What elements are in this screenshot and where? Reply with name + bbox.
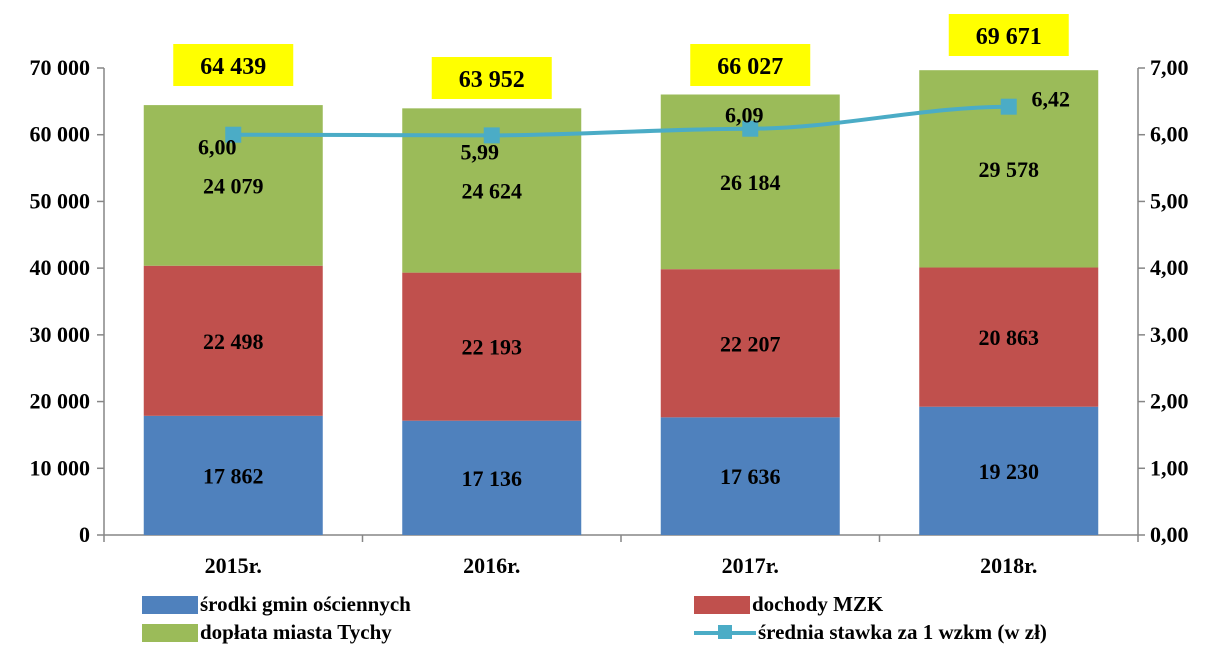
bar-value-label: 19 230: [979, 459, 1040, 484]
line-marker: [225, 126, 242, 143]
y2-tick-label: 3,00: [1150, 322, 1189, 347]
total-label-bg: [690, 44, 811, 86]
total-label-bg: [948, 14, 1069, 56]
y-tick-label: 10 000: [30, 455, 91, 480]
bar-series-group: [143, 70, 1099, 535]
y2-tick-label: 2,00: [1150, 389, 1189, 414]
line-marker: [742, 120, 759, 137]
bar-segment: [402, 272, 582, 421]
y-tick-label: 0: [79, 522, 90, 547]
total-value-label: 69 671: [976, 24, 1042, 50]
bar-segment: [143, 415, 323, 535]
line-value-label: 6,00: [198, 135, 237, 160]
line-marker: [1000, 98, 1017, 115]
bar-value-label: 22 207: [720, 331, 781, 356]
chart-axes: 0 10 000 20 000 30 000 40 000 50 000 60 000 70 …: [30, 55, 1189, 578]
bar-segment: [660, 269, 840, 418]
line-value-label: 6,09: [725, 103, 764, 128]
bar-value-label: 22 498: [203, 329, 264, 354]
bar-segment: [660, 417, 840, 535]
y2-tick-label: 4,00: [1150, 255, 1189, 280]
bar-segment: [143, 265, 323, 416]
line-series-group: [225, 98, 1017, 144]
x-category-label: 2015r.: [205, 553, 262, 578]
bar-value-label: 24 079: [203, 173, 264, 198]
line-value-label: 6,42: [1032, 87, 1071, 112]
bar-segment: [402, 420, 582, 535]
bar-value-label: 17 862: [203, 463, 264, 488]
y-tick-label: 30 000: [30, 322, 91, 347]
bar-value-label: 29 578: [979, 157, 1040, 182]
y2-tick-label: 7,00: [1150, 55, 1189, 80]
y2-tick-label: 1,00: [1150, 455, 1189, 480]
y2-tick-label: 5,00: [1150, 188, 1189, 213]
bar-value-label: 22 193: [462, 335, 523, 360]
bar-value-label: 24 624: [462, 178, 523, 203]
y2-tick-label: 0,00: [1150, 522, 1189, 547]
x-category-label: 2017r.: [722, 553, 779, 578]
y-tick-label: 40 000: [30, 255, 91, 280]
bar-segment: [919, 406, 1099, 535]
line-value-label: 5,99: [461, 139, 500, 164]
y-tick-label: 60 000: [30, 122, 91, 147]
x-category-label: 2016r.: [463, 553, 520, 578]
line-series-path: [233, 104, 1009, 138]
bar-value-label: 20 863: [979, 325, 1040, 350]
total-value-label: 66 027: [717, 54, 783, 80]
line-marker: [483, 127, 500, 144]
y2-tick-label: 6,00: [1150, 122, 1189, 147]
total-label-bg: [173, 44, 294, 86]
bar-value-label: 26 184: [720, 170, 781, 195]
y-tick-label: 50 000: [30, 188, 91, 213]
y-tick-label: 20 000: [30, 389, 91, 414]
data-labels-group: 17 862 22 498 24 079 17 136 22 193 24 624 17 6…: [173, 14, 1070, 491]
bar-value-label: 17 636: [720, 464, 781, 489]
bar-segment: [919, 267, 1099, 407]
bar-value-label: 17 136: [462, 466, 523, 491]
total-label-bg: [431, 57, 552, 99]
y-tick-label: 70 000: [30, 55, 91, 80]
x-category-label: 2018r.: [980, 553, 1037, 578]
total-value-label: 63 952: [459, 67, 525, 93]
total-value-label: 64 439: [200, 54, 266, 80]
